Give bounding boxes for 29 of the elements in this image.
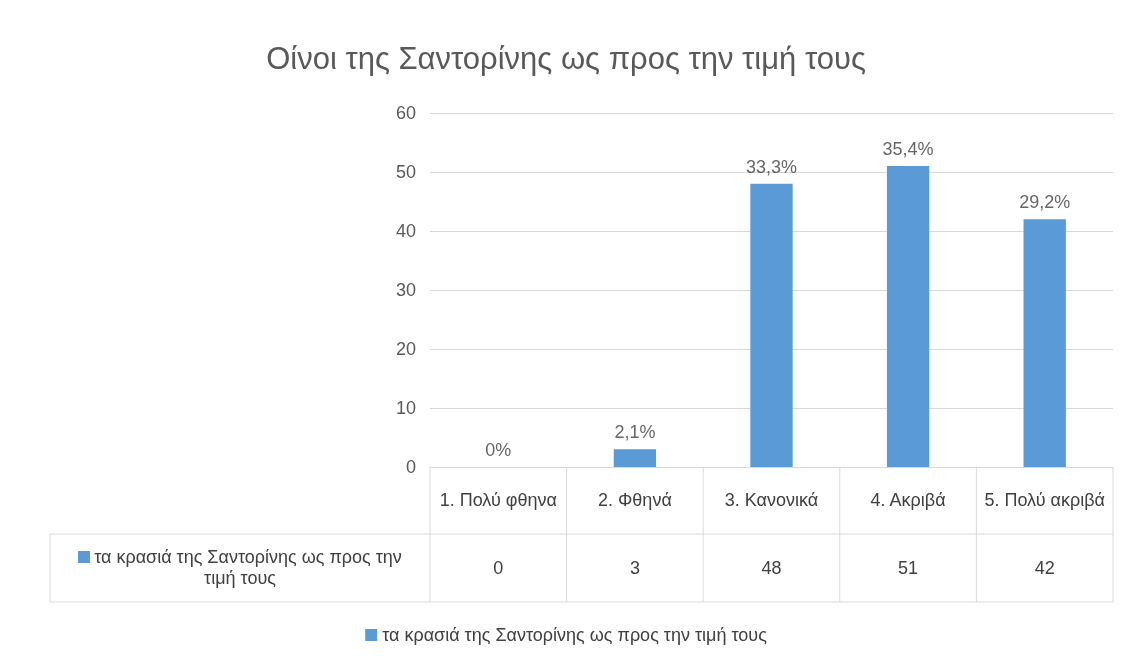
x-tick-label: 3. Κανονικά — [723, 489, 820, 512]
y-tick-label: 60 — [395, 103, 416, 123]
y-tick-label: 40 — [395, 221, 416, 241]
annotation: 2,1% — [614, 422, 656, 443]
y-tick-label: 20 — [395, 339, 416, 359]
bar — [750, 183, 793, 467]
chart-title: Οίνοι της Σαντορίνης ως προς την τιμή τους — [266, 41, 866, 76]
bar — [1023, 219, 1066, 467]
data-label: 51 — [897, 556, 920, 580]
x-tick-label: 1. Πολύ φθηνα — [438, 489, 558, 512]
annotation: 33,3% — [745, 156, 798, 177]
annotation: 35,4% — [882, 139, 934, 160]
data-label: 42 — [1033, 556, 1056, 580]
data-label: 48 — [760, 556, 783, 580]
data-label: 0 — [492, 556, 505, 580]
bar — [886, 166, 930, 467]
x-tick-label: 4. Ακριβά — [869, 489, 947, 512]
bar — [613, 449, 657, 467]
y-tick-label: 30 — [395, 280, 416, 300]
annotation: 29,2% — [1019, 192, 1071, 213]
y-tick-label: 0 — [405, 457, 416, 477]
y-tick-label: 50 — [395, 162, 416, 182]
data-label: 3 — [628, 556, 641, 580]
annotation: 0% — [485, 440, 512, 460]
x-tick-label: 2. Φθηνά — [597, 489, 673, 512]
y-tick-label: 10 — [395, 398, 416, 418]
legend-label: τα κρασιά της Σαντορίνης ως προς την τιμή τους — [382, 625, 768, 645]
x-tick-label: 5. Πολύ ακριβά — [983, 489, 1106, 512]
text: τα κρασιά της Σαντορίνης ως προς την τιμή τους — [94, 547, 402, 588]
